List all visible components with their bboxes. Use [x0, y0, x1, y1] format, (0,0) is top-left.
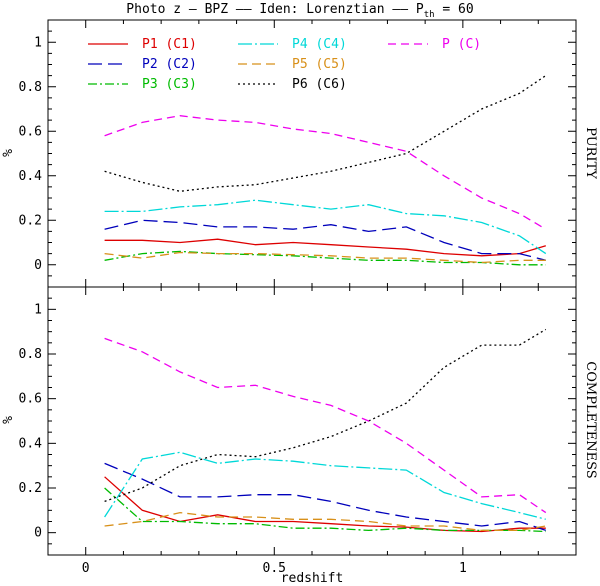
legend-label-2: P2 (C2): [142, 57, 197, 72]
completeness-series-1: [104, 476, 546, 533]
completeness-series-6: [104, 328, 547, 503]
completeness-ytick-label: 0.2: [19, 481, 42, 496]
completeness-series-2: [104, 462, 547, 532]
purity-series-6: [104, 75, 547, 192]
purity-series-7: [104, 115, 547, 230]
completeness-ytick-label: 0.6: [19, 392, 42, 407]
completeness-ytick-label: 1: [34, 302, 42, 317]
legend-label-7: P (C): [442, 37, 481, 52]
chart-title: Photo z – BPZ –– Iden: Lorenztian –– Pth…: [126, 2, 473, 20]
purity-ytick-label: 1: [34, 35, 42, 50]
purity-series-1: [104, 238, 546, 257]
completeness-ytick-label: 0.8: [19, 347, 42, 362]
ticks-layer: 0 0.2 0.4 0.6 0.8 1 0 0.2 0.4 0.6 0.8 1 0 0.5 1: [19, 19, 577, 576]
purity-ytick-label: 0.8: [19, 80, 42, 95]
completeness-panel-frame: [47, 286, 577, 556]
purity-series-5: [104, 251, 546, 264]
completeness-series-7: [104, 337, 547, 514]
xtick-label: 0.5: [263, 561, 286, 576]
completeness-ytick-label: 0.4: [19, 436, 43, 451]
legend-label-3: P3 (C3): [142, 77, 197, 92]
purity-side-label: PURITY: [583, 127, 598, 179]
completeness-y-label: %: [1, 416, 16, 424]
purity-ytick-label: 0.6: [19, 124, 42, 139]
legend: P1 (C1) P2 (C2) P3 (C3) P4 (C4) P5 (C5) P6 (C…: [88, 37, 481, 92]
series-layer: [104, 75, 547, 533]
purity-ytick-label: 0: [34, 258, 42, 273]
completeness-series-3: [104, 487, 546, 533]
completeness-series-4: [104, 451, 546, 520]
completeness-ytick-label: 0: [34, 526, 42, 541]
x-axis-label: redshift: [281, 571, 344, 586]
purity-ytick-label: 0.4: [19, 169, 43, 184]
legend-label-1: P1 (C1): [142, 37, 197, 52]
completeness-side-label: COMPLETENESS: [583, 361, 598, 478]
legend-label-5: P5 (C5): [292, 57, 347, 72]
xtick-label: 1: [459, 561, 467, 576]
legend-label-6: P6 (C6): [292, 77, 347, 92]
purity-series-2: [104, 219, 546, 261]
purity-series-4: [104, 199, 547, 255]
completeness-series-5: [104, 511, 546, 532]
xtick-label: 0: [82, 561, 90, 576]
legend-label-4: P4 (C4): [292, 37, 347, 52]
purity-y-label: %: [1, 149, 16, 157]
purity-ytick-label: 0.2: [19, 213, 42, 228]
